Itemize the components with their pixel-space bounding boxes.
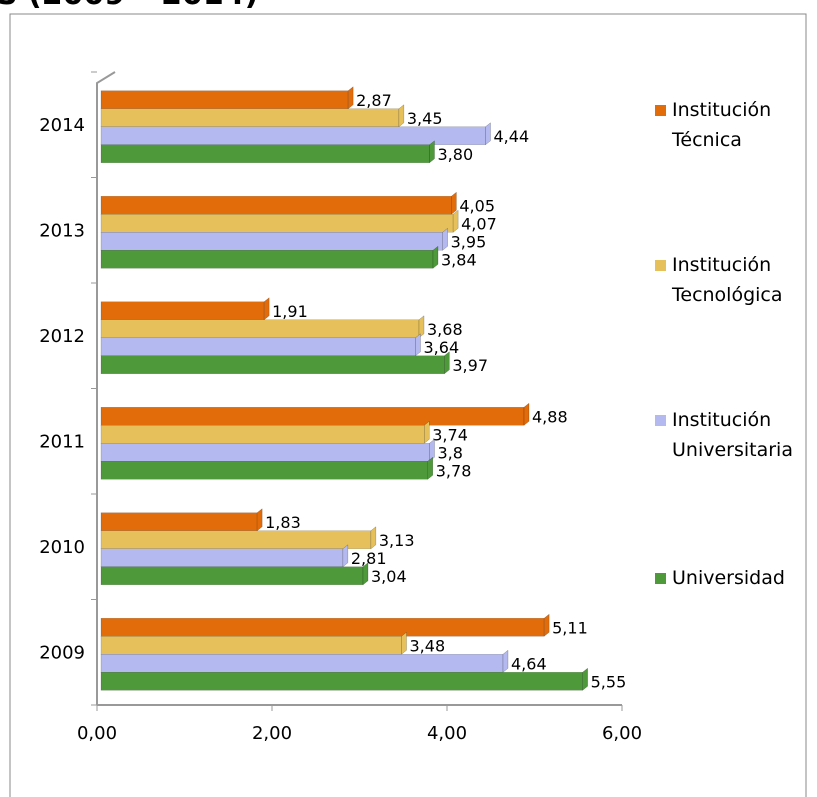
data-label: 3,68 — [427, 320, 463, 339]
x-tick-label: 4,00 — [427, 723, 467, 744]
bar-cap — [485, 122, 491, 146]
data-label: 4,64 — [511, 654, 547, 673]
bar — [100, 443, 430, 462]
bar-cap — [263, 297, 270, 321]
bar — [100, 548, 344, 567]
data-label: 5,11 — [552, 618, 588, 637]
data-label: 4,88 — [532, 407, 568, 426]
bar — [100, 566, 364, 585]
bar-cap — [370, 526, 377, 550]
bar-cap — [415, 333, 421, 357]
bar-cap — [451, 191, 457, 215]
bar-cap — [452, 209, 459, 233]
bar-cap — [432, 245, 439, 269]
data-label: 3,45 — [407, 109, 443, 128]
bar — [100, 90, 349, 109]
bar-cap — [442, 227, 448, 251]
data-label: 3,04 — [371, 567, 407, 586]
data-label: 2,81 — [351, 549, 387, 568]
x-tick-label: 2,00 — [252, 723, 292, 744]
data-label: 3,74 — [432, 425, 468, 444]
legend-label: Institución Técnica — [672, 99, 772, 151]
data-label: 3,8 — [438, 443, 463, 462]
frame — [9, 13, 807, 797]
bar-cap — [401, 631, 407, 655]
bar — [100, 355, 445, 374]
data-label: 3,13 — [379, 531, 415, 550]
legend-swatch — [655, 260, 666, 271]
bar — [100, 512, 258, 531]
bar-cap — [543, 613, 550, 637]
bar-cap — [429, 438, 435, 462]
data-label: 1,91 — [272, 302, 308, 321]
bar-cap — [444, 351, 450, 375]
data-label: 3,84 — [441, 250, 477, 269]
bar-cap — [523, 402, 530, 426]
data-label: 3,78 — [436, 461, 472, 480]
bar-cap — [418, 315, 425, 339]
bar-cap — [582, 667, 588, 691]
bar — [100, 144, 430, 163]
chart-title: S (2009 – 2014) — [0, 0, 258, 12]
bar-cap — [424, 420, 430, 444]
bar — [100, 530, 372, 549]
bar-cap — [342, 544, 349, 568]
bar-cap — [362, 562, 369, 586]
data-label: 3,80 — [438, 145, 474, 164]
bar — [100, 108, 400, 127]
y-tick-label: 2012 — [39, 326, 85, 347]
bar — [100, 196, 452, 215]
bar — [100, 337, 416, 356]
bar — [100, 214, 454, 233]
bar — [100, 618, 545, 637]
bar — [100, 672, 583, 691]
legend-label: Institución Tecnológica — [672, 254, 783, 306]
axis-wall — [96, 71, 116, 705]
data-label: 4,44 — [494, 127, 530, 146]
data-label: 3,95 — [451, 232, 487, 251]
bar-cap — [398, 104, 405, 128]
data-label: 4,07 — [461, 214, 497, 233]
data-label: 3,48 — [410, 636, 446, 655]
legend-swatch — [655, 105, 666, 116]
y-tick-label: 2013 — [39, 220, 85, 241]
bar-cap — [427, 456, 433, 480]
data-label: 4,05 — [459, 196, 495, 215]
bar — [100, 636, 402, 655]
bar — [100, 425, 425, 444]
bar-cap — [347, 86, 354, 110]
x-tick-label: 0,00 — [77, 723, 117, 744]
legend-swatch — [655, 415, 666, 426]
bar — [100, 301, 265, 320]
legend-swatch — [655, 573, 666, 584]
bar-cap — [502, 649, 509, 673]
bar — [100, 250, 434, 269]
bar — [100, 407, 525, 426]
y-tick-label: 2014 — [39, 115, 85, 136]
bar — [100, 654, 504, 673]
legend-label: Institución Universitaria — [672, 409, 793, 461]
bar — [100, 232, 443, 251]
x-tick-label: 6,00 — [602, 723, 642, 744]
bar — [100, 461, 428, 480]
bar — [100, 126, 486, 145]
data-label: 1,83 — [265, 513, 301, 532]
data-label: 3,97 — [452, 356, 488, 375]
y-tick-label: 2009 — [39, 642, 85, 663]
bar-cap — [256, 508, 263, 532]
y-tick-label: 2010 — [39, 537, 85, 558]
bar-cap — [429, 140, 435, 164]
data-label: 3,64 — [424, 338, 460, 357]
legend-label: Universidad — [672, 567, 785, 589]
bar — [100, 319, 420, 338]
data-label: 5,55 — [591, 672, 627, 691]
data-label: 2,87 — [356, 91, 392, 110]
y-tick-label: 2011 — [39, 431, 85, 452]
